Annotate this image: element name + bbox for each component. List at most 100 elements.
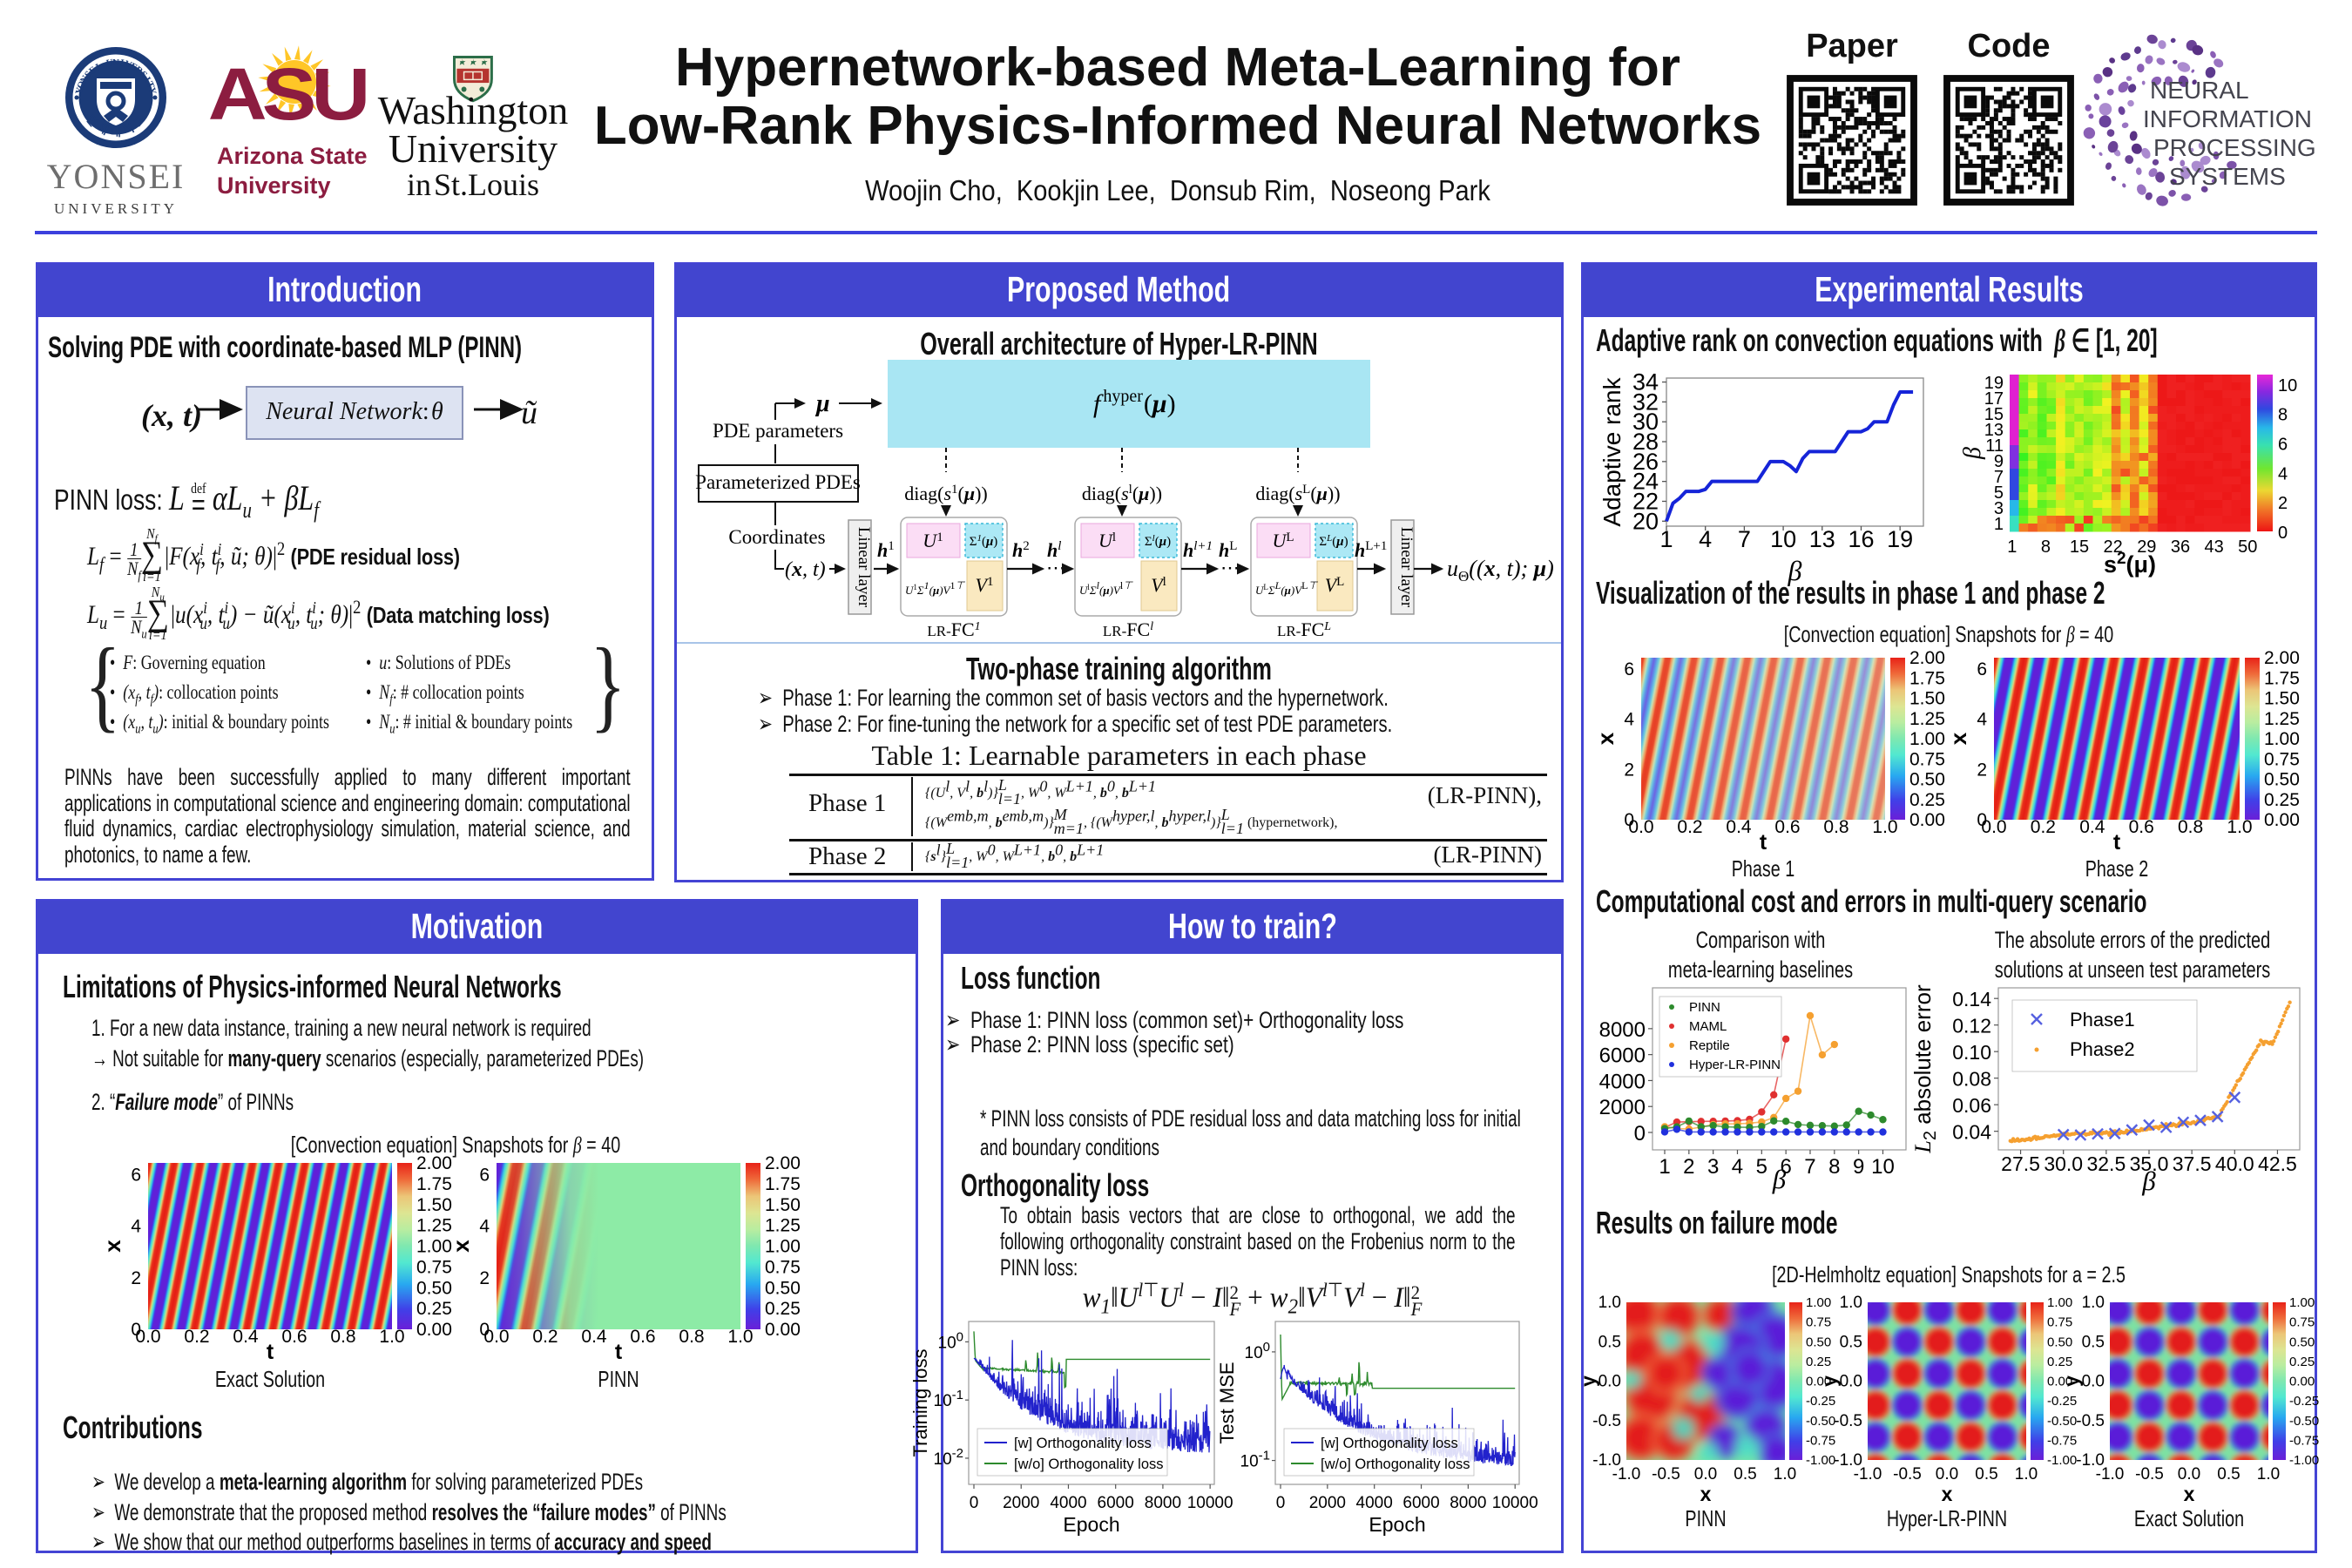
svg-text:1: 1 (2007, 537, 2017, 557)
svg-text:0.8: 0.8 (679, 1327, 704, 1347)
svg-text:4: 4 (1624, 710, 1634, 730)
svg-text:7: 7 (1738, 526, 1751, 552)
svg-text:1.25: 1.25 (765, 1216, 801, 1236)
svg-text:27.5: 27.5 (2001, 1152, 2040, 1175)
svg-text:hl+1: hl+1 (1183, 539, 1213, 561)
svg-text:x: x (99, 1240, 125, 1253)
svg-text:t: t (267, 1340, 274, 1364)
svg-text:1.75: 1.75 (416, 1174, 452, 1194)
svg-text:NEURAL: NEURAL (2150, 77, 2249, 104)
svg-text:4: 4 (131, 1217, 141, 1237)
svg-text:0: 0 (1634, 1122, 1646, 1146)
svg-text:100: 100 (938, 1329, 963, 1352)
svg-text:0.2: 0.2 (532, 1327, 558, 1347)
svg-text:11: 11 (1985, 436, 2004, 456)
svg-text:University: University (217, 172, 331, 199)
svg-text:1.0: 1.0 (2227, 817, 2252, 837)
svg-text:4: 4 (2278, 464, 2288, 483)
svg-text:16: 16 (1848, 526, 1874, 552)
svg-text:8: 8 (2041, 537, 2051, 557)
svg-text:1.75: 1.75 (1909, 668, 1945, 688)
svg-text:4: 4 (1699, 526, 1712, 552)
svg-text:-0.75: -0.75 (1806, 1433, 1835, 1448)
svg-text:0.75: 0.75 (1909, 749, 1945, 769)
svg-text:4: 4 (1732, 1155, 1743, 1179)
svg-text:(x, t): (x, t) (785, 558, 826, 581)
svg-text:2000: 2000 (1599, 1096, 1646, 1119)
svg-text:Y: Y (74, 86, 86, 96)
svg-text:19: 19 (1887, 526, 1913, 552)
svg-text:β: β (1772, 1164, 1787, 1194)
svg-text:42.5: 42.5 (2258, 1152, 2297, 1175)
svg-text:8000: 8000 (1145, 1494, 1181, 1512)
svg-text:0.75: 0.75 (2289, 1315, 2315, 1330)
svg-text:x: x (1700, 1483, 1712, 1505)
svg-text:1: 1 (1994, 515, 2004, 534)
svg-text:13: 13 (1984, 421, 2004, 440)
svg-text:8: 8 (1828, 1155, 1840, 1179)
svg-text:0.0: 0.0 (1598, 1373, 1621, 1391)
svg-text:0.00: 0.00 (2264, 810, 2300, 830)
svg-text:32: 32 (1632, 389, 1659, 415)
svg-text:N: N (112, 57, 119, 68)
svg-text:0.00: 0.00 (1806, 1375, 1831, 1389)
svg-text:0.00: 0.00 (2047, 1375, 2072, 1389)
svg-text:0.50: 0.50 (416, 1278, 452, 1298)
svg-text:PINN: PINN (1689, 1000, 1720, 1015)
svg-text:0.4: 0.4 (233, 1327, 259, 1347)
svg-text:0: 0 (1624, 810, 1634, 830)
svg-text:β: β (1959, 447, 1986, 460)
svg-text:6000: 6000 (1599, 1044, 1646, 1068)
svg-text:-0.5: -0.5 (1834, 1412, 1862, 1430)
svg-text:0: 0 (1276, 1494, 1286, 1512)
svg-text:0.00: 0.00 (2289, 1375, 2315, 1389)
svg-text:y: y (1577, 1375, 1599, 1387)
svg-text:15: 15 (2070, 537, 2089, 557)
svg-text:0.0: 0.0 (1694, 1465, 1717, 1484)
svg-text:4: 4 (1977, 710, 1987, 730)
svg-text:9: 9 (1853, 1155, 1864, 1179)
svg-text:0.0: 0.0 (1840, 1373, 1862, 1391)
svg-text:y: y (1818, 1375, 1841, 1387)
svg-text:1.0: 1.0 (1598, 1294, 1621, 1312)
svg-text:h2: h2 (1012, 539, 1030, 561)
svg-text:β: β (2141, 1166, 2156, 1196)
svg-text:28: 28 (1632, 429, 1659, 455)
svg-text:15: 15 (1984, 405, 2004, 424)
svg-text:LR-FCL: LR-FCL (1277, 618, 1331, 640)
svg-text:1.75: 1.75 (765, 1174, 801, 1194)
svg-text:diag(s1(μ)): diag(s1(μ)) (904, 483, 988, 504)
svg-text:Phase2: Phase2 (2070, 1038, 2135, 1060)
svg-text:20: 20 (1632, 508, 1659, 534)
svg-text:0.75: 0.75 (1806, 1315, 1831, 1330)
svg-text:SYSTEMS: SYSTEMS (2169, 163, 2286, 190)
svg-text:Parameterized PDEs: Parameterized PDEs (695, 471, 861, 493)
svg-text:37.5: 37.5 (2173, 1152, 2212, 1175)
svg-text:학: 학 (121, 121, 136, 138)
svg-text:diag(sL(μ)): diag(sL(μ)) (1255, 483, 1340, 504)
svg-text:4000: 4000 (1050, 1494, 1086, 1512)
svg-text:10: 10 (1770, 526, 1796, 552)
svg-text:Phase1: Phase1 (2070, 1009, 2135, 1031)
svg-text:0.0: 0.0 (483, 1327, 509, 1347)
svg-text:0: 0 (970, 1494, 979, 1512)
svg-text:0.5: 0.5 (1975, 1465, 1997, 1484)
svg-text:-0.5: -0.5 (2135, 1465, 2164, 1484)
svg-text:-0.75: -0.75 (2047, 1433, 2077, 1448)
svg-text:2.00: 2.00 (765, 1153, 801, 1173)
svg-text:0.50: 0.50 (765, 1278, 801, 1298)
svg-text:⋯: ⋯ (1046, 557, 1065, 578)
svg-text:Σ1(μ): Σ1(μ) (970, 533, 998, 549)
svg-text:1.0: 1.0 (2257, 1465, 2280, 1484)
svg-text:6000: 6000 (1098, 1494, 1134, 1512)
svg-text:0.5: 0.5 (2082, 1333, 2105, 1351)
svg-text:2: 2 (1683, 1155, 1694, 1179)
svg-text:1.50: 1.50 (2264, 689, 2300, 709)
svg-text:0.5: 0.5 (1598, 1333, 1621, 1351)
svg-text:y: y (2060, 1375, 2083, 1387)
svg-text:0.75: 0.75 (2047, 1315, 2072, 1330)
svg-text:UNIVERSITY: UNIVERSITY (54, 200, 178, 217)
svg-text:0.4: 0.4 (581, 1327, 607, 1347)
svg-text:6: 6 (1780, 1155, 1791, 1179)
svg-text:0.75: 0.75 (765, 1257, 801, 1277)
